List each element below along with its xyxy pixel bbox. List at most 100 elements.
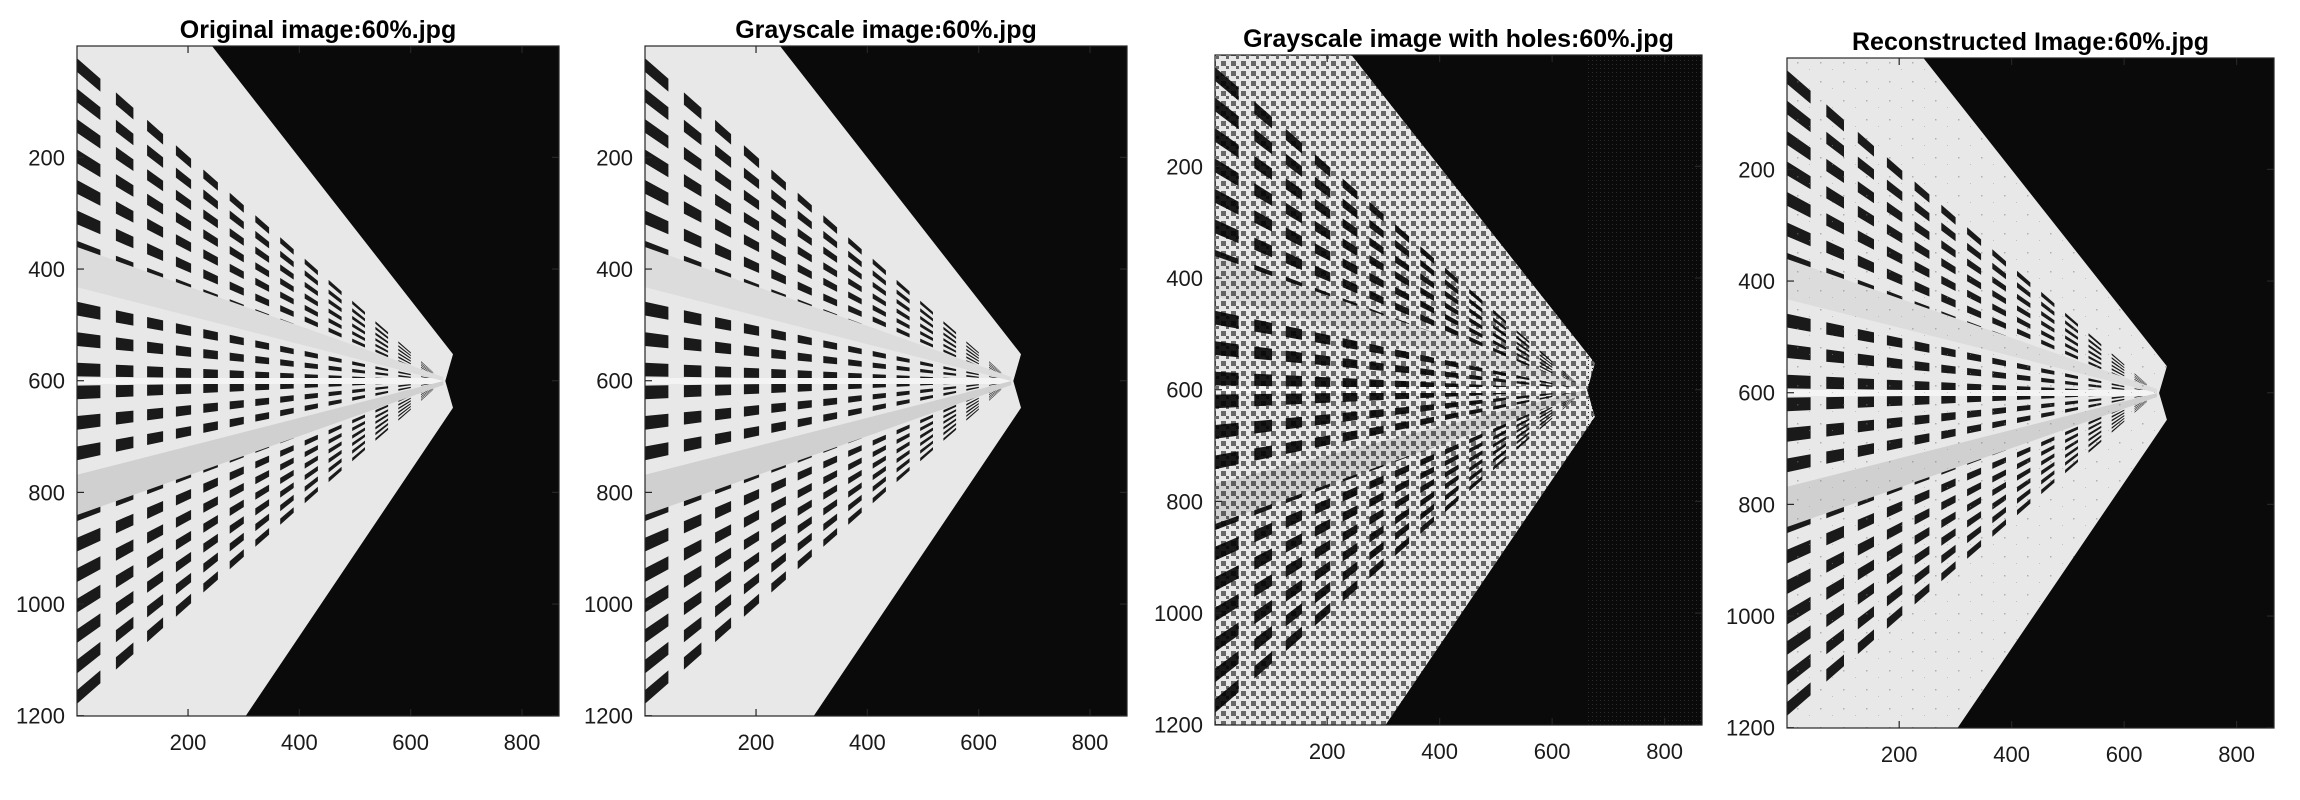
- window: [147, 243, 164, 261]
- window: [280, 445, 294, 457]
- window: [966, 356, 979, 365]
- window: [280, 494, 294, 512]
- window: [823, 215, 838, 234]
- y-tick-label: 400: [28, 257, 65, 282]
- building-image: [1787, 58, 2274, 728]
- window: [328, 327, 342, 338]
- window: [203, 349, 218, 360]
- window: [989, 363, 1002, 374]
- window: [115, 310, 134, 326]
- window: [175, 405, 192, 417]
- window: [175, 256, 192, 273]
- window: [771, 229, 786, 247]
- window: [823, 246, 838, 263]
- window: [896, 318, 910, 329]
- window: [398, 348, 411, 359]
- window: [255, 371, 270, 379]
- window: [280, 305, 294, 317]
- window: [743, 367, 760, 378]
- window: [848, 407, 862, 417]
- y-tick-label: 800: [28, 480, 65, 505]
- window: [848, 264, 862, 280]
- window: [147, 431, 164, 445]
- window: [896, 458, 910, 473]
- window: [175, 367, 192, 378]
- window: [943, 332, 957, 344]
- window: [77, 332, 101, 349]
- window: [715, 317, 732, 331]
- window: [352, 315, 365, 328]
- window: [175, 384, 192, 395]
- window: [147, 594, 164, 618]
- window: [203, 421, 218, 433]
- window: [328, 399, 342, 406]
- window: [115, 591, 134, 616]
- window: [255, 230, 270, 249]
- window: [872, 434, 886, 446]
- y-tick-label: 800: [596, 480, 633, 505]
- window: [77, 88, 101, 121]
- window: [872, 362, 886, 369]
- window: [175, 323, 192, 336]
- window: [304, 434, 318, 446]
- window: [203, 571, 218, 593]
- window: [352, 338, 365, 348]
- window: [398, 408, 411, 421]
- window: [304, 403, 318, 411]
- window: [280, 372, 294, 380]
- window: [872, 304, 886, 317]
- panel-1: Original image:60%.jpg 200 400 600 800 1000 12…: [16, 16, 560, 755]
- window: [943, 372, 957, 376]
- window: [797, 281, 812, 296]
- window: [304, 293, 318, 307]
- window: [328, 390, 342, 397]
- window: [920, 323, 933, 335]
- window: [797, 370, 812, 379]
- window: [398, 352, 411, 362]
- window: [823, 293, 838, 307]
- x-tick-label: 200: [738, 730, 775, 755]
- window: [920, 308, 933, 322]
- window: [848, 305, 862, 317]
- y-tick-label: 600: [596, 369, 633, 394]
- window: [715, 501, 732, 519]
- window: [77, 641, 101, 674]
- diagonal-band: [645, 381, 1012, 515]
- center-beam: [645, 378, 1012, 384]
- window: [823, 383, 838, 391]
- window: [229, 483, 244, 499]
- window: [715, 547, 732, 569]
- window: [771, 515, 786, 533]
- window: [229, 499, 244, 516]
- window: [771, 269, 786, 285]
- window: [966, 345, 979, 357]
- window: [683, 565, 702, 588]
- window: [175, 572, 192, 595]
- window: [872, 476, 886, 492]
- window: [743, 323, 760, 336]
- window: [229, 246, 244, 263]
- window: [328, 433, 342, 444]
- window: [304, 476, 318, 492]
- y-tick-label: 1200: [16, 704, 65, 729]
- window: [683, 174, 702, 197]
- window: [771, 421, 786, 433]
- window: [683, 92, 702, 120]
- window: [398, 397, 411, 406]
- window: [280, 264, 294, 280]
- window: [398, 356, 411, 365]
- window: [77, 149, 101, 178]
- x-tick-label: 800: [504, 730, 541, 755]
- center-beam: [77, 378, 444, 384]
- diagonal-band: [77, 247, 444, 381]
- window: [115, 174, 134, 197]
- window: [280, 345, 294, 355]
- window: [77, 180, 101, 206]
- window: [823, 499, 838, 516]
- holes-overlay: [1215, 55, 1595, 725]
- window: [683, 384, 702, 398]
- window: [872, 293, 886, 307]
- window: [989, 365, 1002, 375]
- window: [683, 591, 702, 616]
- window: [328, 441, 342, 454]
